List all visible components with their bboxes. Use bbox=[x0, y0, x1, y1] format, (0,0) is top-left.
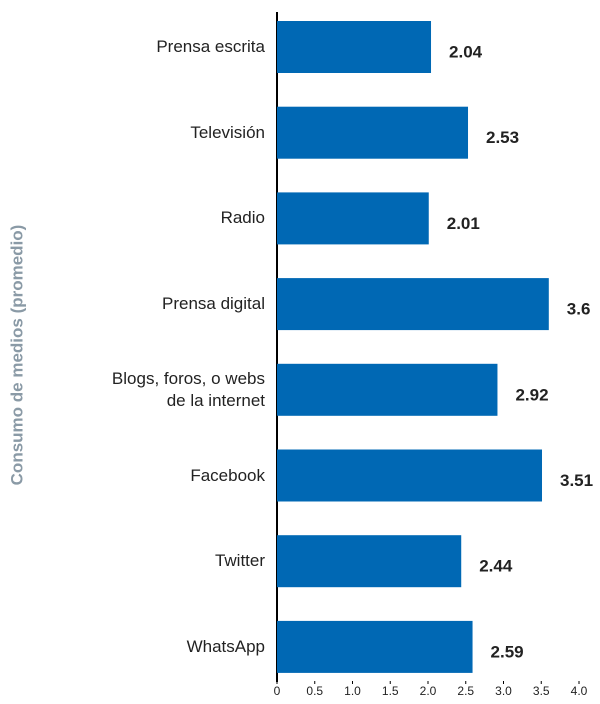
value-label: 3.6 bbox=[567, 300, 591, 319]
x-tick-label: 2.5 bbox=[457, 684, 474, 698]
value-label: 2.01 bbox=[447, 214, 480, 233]
y-axis-title: Consumo de medios (promedio) bbox=[7, 225, 26, 486]
x-tick-label: 4.0 bbox=[571, 684, 588, 698]
value-label: 2.53 bbox=[486, 128, 519, 147]
y-tick-label: Blogs, foros, o webs de la internet bbox=[111, 368, 265, 410]
bar bbox=[277, 278, 549, 331]
value-label: 2.92 bbox=[515, 385, 548, 404]
value-label: 3.51 bbox=[560, 471, 593, 490]
bar bbox=[277, 620, 473, 673]
y-tick-label: Televisión bbox=[190, 122, 265, 142]
y-tick-label: Radio bbox=[220, 208, 265, 228]
y-tick-label: WhatsApp bbox=[186, 636, 265, 656]
x-tick-label: 3.0 bbox=[495, 684, 512, 698]
x-tick-label: 1.5 bbox=[382, 684, 399, 698]
x-tick-label: 0.5 bbox=[306, 684, 323, 698]
x-tick-label: 3.5 bbox=[533, 684, 550, 698]
bar bbox=[277, 363, 498, 416]
value-label: 2.44 bbox=[479, 557, 513, 576]
bar bbox=[277, 535, 462, 588]
x-tick-label: 0 bbox=[274, 684, 281, 698]
value-label: 2.04 bbox=[449, 42, 483, 61]
y-tick-label: Twitter bbox=[214, 551, 265, 571]
y-tick-label: Facebook bbox=[190, 465, 265, 485]
value-label: 2.59 bbox=[491, 642, 524, 661]
y-tick-label: Prensa escrita bbox=[156, 37, 265, 56]
bar bbox=[277, 192, 429, 245]
bar bbox=[277, 449, 543, 502]
bar bbox=[277, 106, 469, 159]
x-tick-label: 1.0 bbox=[344, 684, 361, 698]
y-tick-label: Prensa digital bbox=[161, 294, 265, 314]
bar bbox=[277, 21, 432, 73]
x-tick-label: 2.0 bbox=[420, 684, 437, 698]
